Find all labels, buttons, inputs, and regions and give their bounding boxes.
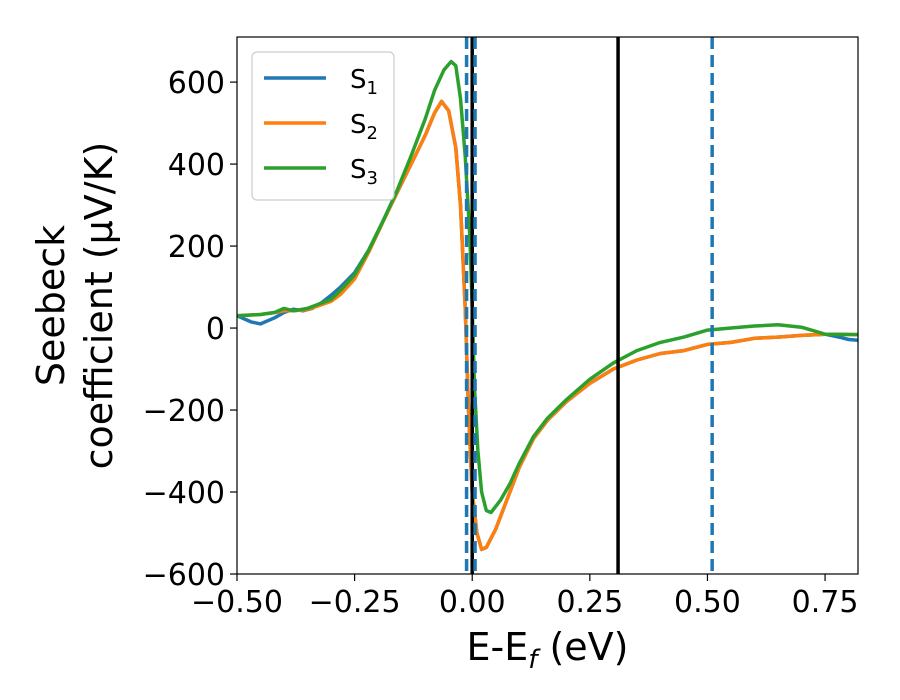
y-tick-label: −400	[143, 476, 225, 511]
x-axis: −0.50 −0.25 0.00 0.25 0.50 0.75	[191, 574, 858, 620]
y-axis: −600 −400 −200 0 200 400 600	[143, 66, 237, 593]
y-tick-label: 600	[168, 66, 225, 101]
legend-label-s3: S3	[350, 155, 378, 189]
y-tick-label: −600	[143, 558, 225, 593]
y-tick-label: 400	[168, 148, 225, 183]
x-tick-label: −0.25	[309, 585, 401, 620]
x-tick-label: −0.50	[191, 585, 283, 620]
legend: S1 S2 S3	[251, 51, 395, 201]
legend-label-s1: S1	[350, 65, 378, 99]
legend-label-s2: S2	[350, 110, 378, 144]
y-tick-label: 0	[206, 312, 225, 347]
y-tick-label: 200	[168, 230, 225, 265]
y-axis-label-line2: coefficient (μV/K)	[77, 142, 121, 470]
legend-box	[251, 51, 395, 201]
y-axis-label-line1: Seebeck	[29, 225, 73, 386]
plot-frame	[236, 36, 859, 575]
x-tick-label: 0.00	[439, 585, 506, 620]
y-tick-label: −200	[143, 394, 225, 429]
x-tick-label: 0.50	[674, 585, 741, 620]
x-tick-label: 0.75	[792, 585, 859, 620]
x-tick-label: 0.25	[556, 585, 623, 620]
x-axis-label: E-Ef (eV)	[467, 625, 629, 675]
reference-lines-layer	[464, 37, 714, 574]
